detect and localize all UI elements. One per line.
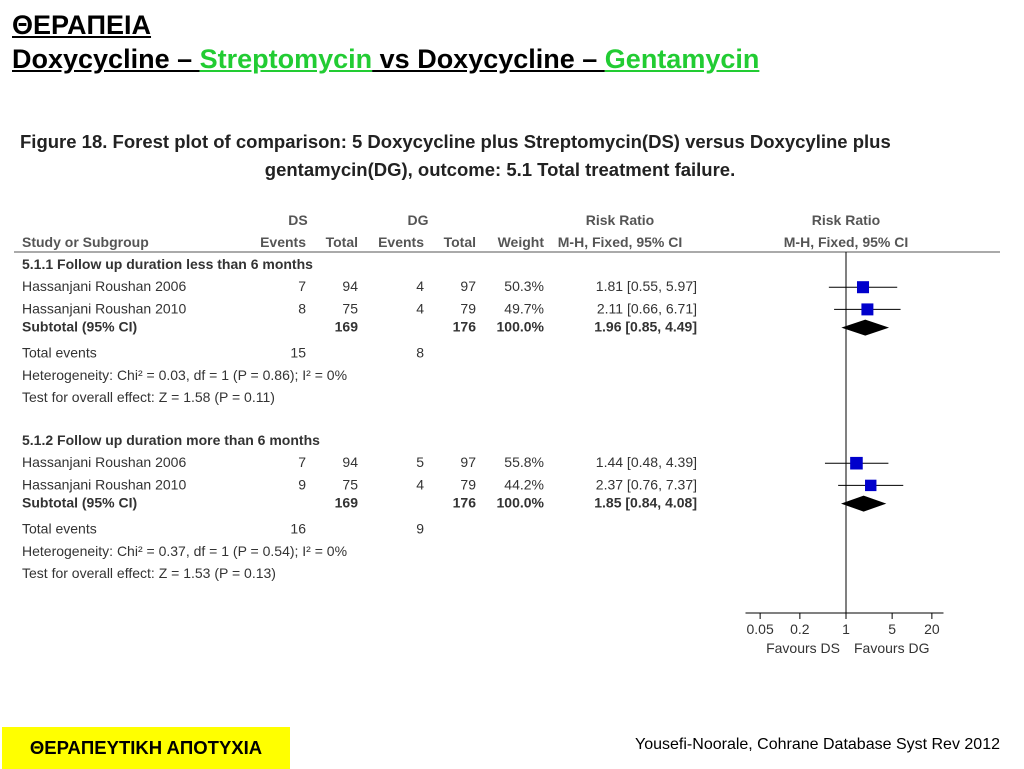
header-risk-ratio: Risk Ratio: [586, 212, 654, 228]
total-events-ds: 15: [290, 345, 306, 361]
study-weight: 44.2%: [504, 476, 544, 492]
x-tick-label: 0.2: [790, 621, 810, 637]
header-dg: DG: [408, 212, 429, 228]
study-ds-total: 75: [342, 300, 358, 316]
header-ds-total: Total: [326, 234, 358, 250]
header-rr-method: M-H, Fixed, 95% CI: [558, 234, 682, 250]
study-dg-events: 5: [416, 454, 424, 470]
x-tick-label: 5: [888, 621, 896, 637]
study-marker: [865, 479, 877, 492]
study-weight: 55.8%: [504, 454, 544, 470]
header-ds: DS: [288, 212, 307, 228]
total-events-dg: 9: [416, 521, 424, 537]
figure-caption-line1: Figure 18. Forest plot of comparison: 5 …: [20, 131, 891, 152]
study-dg-total: 97: [460, 454, 476, 470]
subtotal-dg-total: 176: [453, 495, 477, 511]
study-ds-events: 7: [298, 454, 306, 470]
x-tick-label: 1: [842, 621, 850, 637]
study-name: Hassanjani Roushan 2010: [22, 300, 186, 316]
figure-caption: Figure 18. Forest plot of comparison: 5 …: [20, 128, 1020, 184]
study-dg-events: 4: [416, 278, 424, 294]
study-ci: 1.44 [0.48, 4.39]: [596, 454, 697, 470]
favours-dg-label: Favours DG: [854, 640, 929, 656]
study-ci: 2.11 [0.66, 6.71]: [597, 300, 697, 316]
overall-effect: Test for overall effect: Z = 1.58 (P = 0…: [22, 389, 275, 405]
heterogeneity: Heterogeneity: Chi² = 0.37, df = 1 (P = …: [22, 543, 347, 559]
subheading-gentamycin: Gentamycin: [604, 44, 760, 74]
overall-effect: Test for overall effect: Z = 1.53 (P = 0…: [22, 565, 276, 581]
slide-title: ΘΕΡΑΠΕΙΑ Doxycycline – Streptomycin vs D…: [12, 8, 759, 76]
study-marker: [856, 281, 870, 294]
study-weight: 49.7%: [504, 300, 544, 316]
study-marker: [861, 303, 874, 316]
total-events-ds: 16: [290, 521, 306, 537]
subtotal-label: Subtotal (95% CI): [22, 495, 137, 511]
study-ci: 2.37 [0.76, 7.37]: [596, 476, 697, 492]
x-tick-label: 0.05: [747, 621, 774, 637]
study-weight: 50.3%: [504, 278, 544, 294]
slide-subheading: Doxycycline – Streptomycin vs Doxycyclin…: [12, 42, 759, 76]
heterogeneity: Heterogeneity: Chi² = 0.03, df = 1 (P = …: [22, 367, 347, 383]
study-dg-total: 97: [460, 278, 476, 294]
subtotal-weight: 100.0%: [497, 495, 545, 511]
favours-ds-label: Favours DS: [766, 640, 840, 656]
figure-caption-line2: gentamycin(DG), outcome: 5.1 Total treat…: [264, 159, 736, 180]
subtotal-ds-total: 169: [335, 319, 359, 335]
study-ds-total: 75: [342, 476, 358, 492]
study-ds-total: 94: [342, 454, 358, 470]
header-plot-risk-ratio: Risk Ratio: [812, 212, 880, 228]
subtotal-weight: 100.0%: [497, 319, 545, 335]
total-events-label: Total events: [22, 521, 97, 537]
study-ds-total: 94: [342, 278, 358, 294]
subtotal-diamond: [841, 495, 887, 512]
study-name: Hassanjani Roushan 2006: [22, 278, 186, 294]
subheading-part1: Doxycycline –: [12, 44, 200, 74]
slide-heading: ΘΕΡΑΠΕΙΑ: [12, 10, 152, 40]
study-dg-total: 79: [460, 476, 476, 492]
study-ds-events: 8: [298, 300, 306, 316]
study-name: Hassanjani Roushan 2010: [22, 476, 186, 492]
study-name: Hassanjani Roushan 2006: [22, 454, 186, 470]
header-ds-events: Events: [260, 234, 306, 250]
total-events-dg: 8: [416, 345, 424, 361]
header-plot-method: M-H, Fixed, 95% CI: [784, 234, 908, 250]
study-dg-total: 79: [460, 300, 476, 316]
subtotal-label: Subtotal (95% CI): [22, 319, 137, 335]
x-tick-label: 20: [924, 621, 940, 637]
subgroup-title: 5.1.1 Follow up duration less than 6 mon…: [22, 256, 313, 272]
subheading-streptomycin: Streptomycin: [199, 44, 373, 74]
header-study: Study or Subgroup: [22, 234, 149, 250]
subtotal-ds-total: 169: [335, 495, 359, 511]
citation: Yousefi-Noorale, Cohrane Database Syst R…: [635, 736, 1000, 753]
subheading-part3: vs Doxycycline –: [372, 44, 605, 74]
study-dg-events: 4: [416, 476, 424, 492]
subgroup-title: 5.1.2 Follow up duration more than 6 mon…: [22, 432, 320, 448]
study-ci: 1.81 [0.55, 5.97]: [596, 278, 697, 294]
study-ds-events: 7: [298, 278, 306, 294]
header-dg-events: Events: [378, 234, 424, 250]
total-events-label: Total events: [22, 345, 97, 361]
treatment-failure-badge: ΘΕΡΑΠΕΥΤΙΚΗ ΑΠΟΤΥΧΙΑ: [2, 727, 290, 769]
subtotal-diamond: [841, 319, 890, 336]
subtotal-ci: 1.96 [0.85, 4.49]: [594, 319, 697, 335]
header-weight: Weight: [498, 234, 545, 250]
study-marker: [850, 456, 863, 470]
forest-plot: DS DG Risk Ratio Risk Ratio Study or Subgrou…: [14, 212, 1000, 656]
subtotal-ci: 1.85 [0.84, 4.08]: [594, 495, 697, 511]
study-ds-events: 9: [298, 476, 306, 492]
header-dg-total: Total: [444, 234, 476, 250]
subtotal-dg-total: 176: [453, 319, 477, 335]
study-dg-events: 4: [416, 300, 424, 316]
